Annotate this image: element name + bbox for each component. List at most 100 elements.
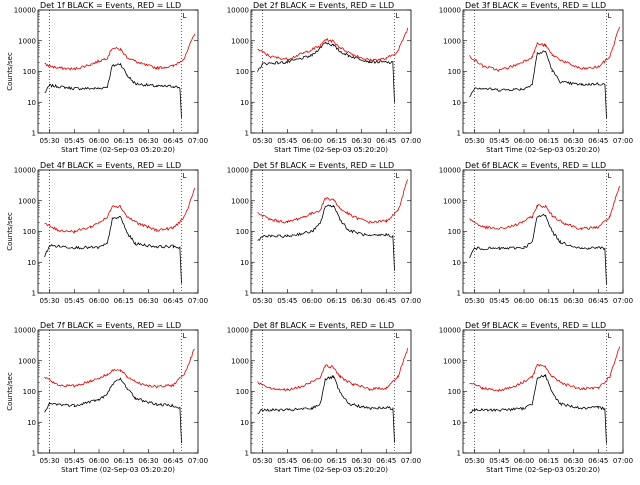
- y-tick-label: 10: [452, 99, 461, 107]
- x-tick-label: 06:00: [302, 137, 322, 145]
- y-tick-label: 1: [245, 290, 249, 298]
- plot-frame: [37, 329, 199, 454]
- marker-annotation: L: [396, 12, 400, 20]
- x-tick-label: 06:45: [588, 457, 608, 465]
- x-tick-label: 05:45: [277, 297, 297, 305]
- chart-panel-5: Det 5f BLACK = Events, RED = LLD 1 10 100 10…: [227, 161, 421, 305]
- y-tick-label: 100: [236, 228, 249, 236]
- x-tick-label: 06:30: [138, 297, 158, 305]
- y-tick-label: 1: [245, 450, 249, 458]
- events-series-line: [257, 41, 395, 103]
- y-tick-label: 10000: [14, 7, 36, 15]
- x-tick-label: 06:30: [351, 137, 371, 145]
- events-series-line: [44, 215, 182, 284]
- x-tick-label: 05:45: [489, 297, 509, 305]
- marker-annotation: L: [396, 332, 400, 340]
- y-tick-label: 100: [23, 388, 36, 396]
- lld-series-line: [257, 348, 409, 392]
- y-tick-label: 100: [236, 388, 249, 396]
- lld-series-line: [44, 33, 196, 71]
- panel-title: Det 4f BLACK = Events, RED = LLD: [40, 161, 181, 170]
- y-axis-label: Counts/sec: [6, 372, 14, 411]
- x-axis-label: Start Time (02-Sep-03 05:20:20): [486, 466, 600, 474]
- panel-title: Det 7f BLACK = Events, RED = LLD: [40, 321, 181, 330]
- x-tick-label: 07:00: [188, 297, 208, 305]
- x-tick-label: 07:00: [401, 137, 421, 145]
- plot-frame: [250, 9, 412, 134]
- x-tick-label: 05:45: [64, 457, 84, 465]
- x-tick-label: 05:30: [464, 297, 484, 305]
- x-tick-label: 06:00: [89, 137, 109, 145]
- y-tick-label: 10000: [227, 167, 249, 175]
- panel-title: Det 8f BLACK = Events, RED = LLD: [253, 321, 394, 330]
- panel-title: Det 2f BLACK = Events, RED = LLD: [253, 1, 394, 10]
- x-tick-label: 07:00: [401, 457, 421, 465]
- lld-series-line: [469, 346, 621, 393]
- x-tick-label: 06:30: [351, 297, 371, 305]
- x-tick-label: 06:30: [563, 137, 583, 145]
- x-axis-label: Start Time (02-Sep-03 05:20:20): [274, 146, 388, 154]
- x-tick-label: 06:00: [89, 457, 109, 465]
- chart-panel-9: Det 9f BLACK = Events, RED = LLD 1 10 100 10…: [439, 321, 633, 474]
- y-tick-label: 10000: [439, 167, 461, 175]
- marker-annotation: L: [608, 12, 612, 20]
- y-tick-label: 1000: [18, 37, 36, 45]
- x-tick-label: 06:15: [539, 457, 559, 465]
- x-tick-label: 06:00: [514, 137, 534, 145]
- y-tick-label: 1: [457, 130, 461, 138]
- y-tick-label: 1000: [231, 357, 249, 365]
- x-tick-label: 06:30: [563, 457, 583, 465]
- marker-annotation: L: [608, 172, 612, 180]
- y-tick-label: 1: [32, 450, 36, 458]
- lld-series-line: [44, 188, 196, 234]
- y-tick-label: 1000: [231, 197, 249, 205]
- x-tick-label: 06:00: [302, 457, 322, 465]
- x-tick-label: 06:30: [138, 137, 158, 145]
- x-tick-label: 06:30: [563, 297, 583, 305]
- events-series-line: [44, 63, 182, 118]
- events-series-line: [469, 213, 607, 285]
- y-tick-label: 100: [448, 68, 461, 76]
- x-tick-label: 05:45: [64, 137, 84, 145]
- x-tick-label: 05:30: [464, 457, 484, 465]
- y-tick-label: 100: [23, 68, 36, 76]
- panel-title: Det 6f BLACK = Events, RED = LLD: [465, 161, 606, 170]
- chart-panel-6: Det 6f BLACK = Events, RED = LLD 1 10 100 10…: [439, 161, 633, 305]
- y-tick-label: 1000: [443, 197, 461, 205]
- lld-series-line: [469, 26, 621, 72]
- y-tick-label: 1: [32, 290, 36, 298]
- x-tick-label: 07:00: [188, 457, 208, 465]
- x-tick-label: 06:45: [163, 297, 183, 305]
- x-tick-label: 05:45: [64, 297, 84, 305]
- y-tick-label: 10000: [14, 167, 36, 175]
- x-tick-label: 05:45: [489, 137, 509, 145]
- marker-annotation: L: [608, 332, 612, 340]
- x-tick-label: 06:15: [114, 297, 134, 305]
- events-series-line: [44, 377, 182, 444]
- x-tick-label: 06:45: [376, 137, 396, 145]
- y-tick-label: 10000: [439, 7, 461, 15]
- y-axis-label: Counts/sec: [6, 52, 14, 91]
- y-tick-label: 10000: [439, 327, 461, 335]
- x-axis-label: Start Time (02-Sep-03 05:20:20): [486, 146, 600, 154]
- events-series-line: [469, 50, 607, 119]
- y-tick-label: 1000: [18, 197, 36, 205]
- y-tick-label: 1: [457, 450, 461, 458]
- plot-frame: [250, 329, 412, 454]
- x-tick-label: 06:00: [89, 297, 109, 305]
- y-axis-label: Counts/sec: [6, 212, 14, 251]
- y-tick-label: 10: [27, 259, 36, 267]
- x-tick-label: 06:45: [163, 457, 183, 465]
- y-tick-label: 1000: [18, 357, 36, 365]
- lld-series-line: [44, 348, 195, 389]
- chart-panel-4: Det 4f BLACK = Events, RED = LLD 1 10 100 10…: [6, 161, 208, 305]
- x-tick-label: 06:15: [327, 297, 347, 305]
- plot-frame: [462, 329, 624, 454]
- x-tick-label: 07:00: [188, 137, 208, 145]
- y-tick-label: 100: [448, 228, 461, 236]
- x-tick-label: 05:30: [252, 137, 272, 145]
- chart-panel-8: Det 8f BLACK = Events, RED = LLD 1 10 100 10…: [227, 321, 421, 474]
- lld-series-line: [469, 185, 621, 231]
